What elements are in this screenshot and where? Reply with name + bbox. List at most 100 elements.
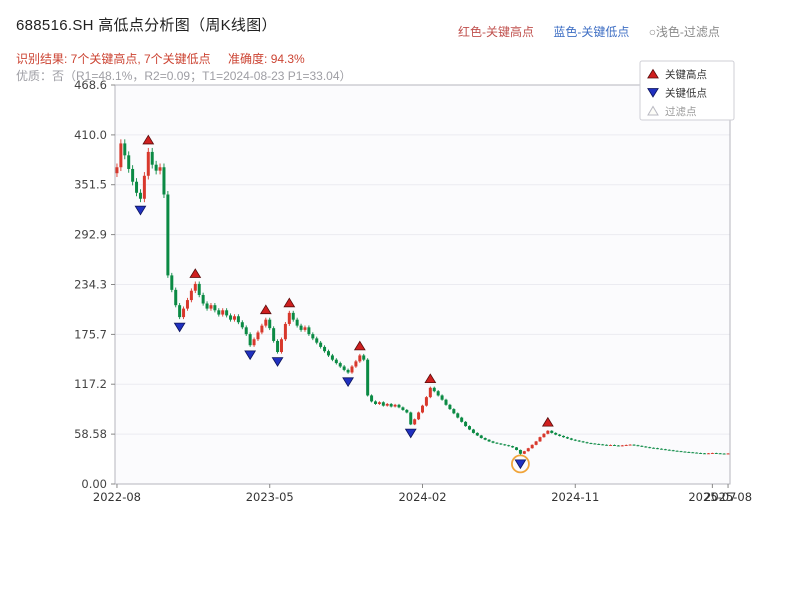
candle-body xyxy=(123,143,127,156)
candle-body xyxy=(397,404,401,408)
candle-body xyxy=(291,312,295,320)
candle-body xyxy=(334,359,338,364)
candle-body xyxy=(518,449,522,454)
legend-key-high: 红色-关键高点 xyxy=(458,25,534,39)
candle-body xyxy=(189,290,193,301)
key-low-marker xyxy=(404,428,417,439)
candle-body xyxy=(656,448,660,450)
candle-body xyxy=(354,361,358,367)
legend-filtered-icon xyxy=(647,105,659,116)
legend-item-label: 过滤点 xyxy=(665,105,697,118)
candle-body xyxy=(135,181,139,193)
key-high-marker xyxy=(142,134,155,145)
candle-body xyxy=(530,444,534,449)
candle-body xyxy=(495,442,499,444)
candle-body xyxy=(236,316,240,323)
candle-body xyxy=(307,327,311,335)
candle-body xyxy=(718,453,722,455)
candle-body xyxy=(597,443,601,445)
candle-body xyxy=(687,451,691,453)
candle-body xyxy=(706,453,710,455)
key-low-marker xyxy=(134,205,147,216)
candle-body xyxy=(260,325,264,333)
candle-body xyxy=(616,445,620,447)
candle-body xyxy=(295,319,299,326)
candle-body xyxy=(252,339,256,346)
candle-body xyxy=(538,437,542,442)
candle-body xyxy=(138,192,142,199)
candle-body xyxy=(405,409,409,413)
candle-body xyxy=(346,369,350,373)
candle-body xyxy=(326,351,330,356)
candle-body xyxy=(675,450,679,452)
candle-body xyxy=(714,453,718,454)
candle-body xyxy=(428,387,432,398)
candle-body xyxy=(276,340,280,353)
candle-body xyxy=(526,448,530,452)
candle-body xyxy=(373,401,377,404)
candle-body xyxy=(205,303,209,309)
candle-body xyxy=(667,449,671,451)
key-high-marker xyxy=(189,268,202,278)
candle-body xyxy=(299,325,303,330)
candle-body xyxy=(444,399,448,405)
key-low-marker xyxy=(271,357,284,367)
candle-body xyxy=(699,453,703,454)
candle-body xyxy=(268,319,272,329)
candle-body xyxy=(330,355,334,360)
result-text: 识别结果: 7个关键高点, 7个关键低点 xyxy=(16,52,211,66)
legend-key-high-icon xyxy=(647,68,659,79)
candle-body xyxy=(279,339,283,353)
candle-body xyxy=(534,441,538,445)
candle-body xyxy=(683,451,687,453)
candle-body xyxy=(452,409,456,414)
key-low-marker xyxy=(173,322,186,333)
candle-body xyxy=(475,432,479,436)
page-title: 688516.SH 高低点分析图（周K线图） xyxy=(16,17,277,34)
candle-body xyxy=(366,359,370,396)
candle-body xyxy=(424,397,428,406)
candle-body xyxy=(515,447,519,450)
candle-body xyxy=(170,275,174,290)
candle-body xyxy=(413,419,417,425)
filtered-point-circle xyxy=(511,454,530,474)
candle-body xyxy=(456,413,460,418)
candle-body xyxy=(225,310,229,316)
candle-body xyxy=(178,305,182,318)
candle-body xyxy=(679,451,683,453)
candle-body xyxy=(464,421,468,427)
candle-body xyxy=(315,338,319,343)
key-low-marker xyxy=(342,377,354,388)
candle-body xyxy=(432,387,436,392)
legend-key-low: 蓝色-关键低点 xyxy=(553,25,630,39)
candle-body xyxy=(601,444,605,446)
candle-body xyxy=(671,450,675,452)
candle-body xyxy=(162,167,166,195)
candle-body xyxy=(287,312,291,324)
candle-body xyxy=(573,439,577,441)
x-tick-label: 2024-11 xyxy=(551,490,599,504)
candle-body xyxy=(503,444,507,446)
y-tick-label: 410.0 xyxy=(74,128,107,142)
candle-body xyxy=(652,447,656,449)
candle-body xyxy=(511,446,515,448)
candle-body xyxy=(691,452,695,454)
candle-body xyxy=(554,432,558,435)
candle-body xyxy=(115,167,119,174)
candle-body xyxy=(565,437,569,439)
legend-item-label: 关键低点 xyxy=(665,87,707,100)
candle-body xyxy=(381,402,385,406)
candle-body xyxy=(182,308,186,318)
candle-body xyxy=(213,305,217,311)
candle-body xyxy=(581,441,585,443)
candle-body xyxy=(612,445,616,446)
candle-body xyxy=(479,435,483,439)
candle-body xyxy=(550,430,554,433)
candle-body xyxy=(589,443,593,445)
x-tick-label: 2023-05 xyxy=(246,490,294,504)
candle-body xyxy=(370,395,374,402)
candle-body xyxy=(562,435,566,438)
candle-body xyxy=(605,444,609,446)
candle-body xyxy=(448,404,452,410)
quality-line: 优质：否（R1=48.1%，R2=0.09；T1=2024-08-23 P1=3… xyxy=(16,69,352,83)
